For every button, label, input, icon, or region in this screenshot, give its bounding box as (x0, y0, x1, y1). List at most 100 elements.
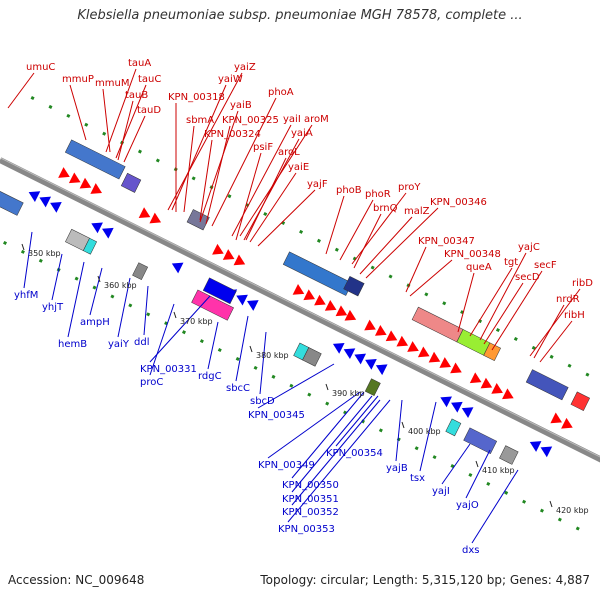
scale-tick-label: 400 kbp (408, 427, 441, 436)
reverse-gene-arrow (39, 196, 52, 208)
scale-tick-label: 410 kbp (482, 466, 515, 475)
gene-label-forward: ribD (572, 278, 593, 289)
gene-label-reverse: proC (140, 377, 163, 388)
gene-label-forward: tauB (125, 90, 148, 101)
forward-gene-arrow (450, 362, 462, 374)
reverse-gene-arrow (102, 227, 114, 239)
gene-label-reverse: yajO (456, 500, 479, 511)
gene-label-reverse: KPN_00350 (282, 480, 339, 491)
gene-label-reverse: yhjT (42, 302, 64, 313)
forward-gene-arrow (417, 346, 430, 358)
forward-gene-block (570, 391, 591, 412)
gene-label-forward: proY (398, 182, 421, 193)
gene-label-forward: psiF (253, 142, 273, 153)
reverse-gene-arrow (50, 201, 62, 213)
gene-label-forward: yaiB (230, 100, 252, 111)
reverse-gene-block (202, 277, 237, 305)
reverse-gene-arrow (440, 396, 452, 408)
gene-label-reverse: yaiY (108, 339, 130, 350)
reverse-gene-arrow (375, 364, 388, 376)
gene-label-forward: aroL (278, 147, 300, 158)
accession-text: Accession: NC_009648 (8, 573, 145, 587)
reverse-gene-arrow (365, 359, 377, 370)
gene-label-forward: nrdR (556, 294, 580, 305)
gene-label-reverse: sbcC (226, 383, 250, 394)
gene-label-reverse: sbcD (250, 396, 275, 407)
gene-label-forward: secF (534, 260, 557, 271)
forward-gene-arrow (212, 243, 224, 255)
genome-info-text: Topology: circular; Length: 5,315,120 bp… (260, 573, 590, 587)
reverse-gene-block (191, 289, 234, 321)
gene-label-forward: yaiE (288, 162, 309, 173)
reverse-gene-arrow (236, 294, 248, 306)
reverse-gene-block (0, 184, 24, 216)
forward-gene-block (525, 369, 569, 401)
forward-gene-arrow (344, 309, 357, 321)
forward-gene-arrow (480, 377, 493, 389)
scale-tick-label: 380 kbp (256, 351, 289, 360)
reverse-gene-arrow (91, 222, 103, 234)
gene-label-reverse: KPN_00331 (140, 364, 197, 375)
forward-gene-arrow (68, 172, 81, 184)
forward-gene-arrow (79, 177, 92, 189)
scale-tick-label: 370 kbp (180, 317, 213, 326)
gene-label-forward: tauA (128, 58, 151, 69)
forward-gene-arrow (292, 283, 305, 295)
gene-label-forward: tauD (137, 105, 161, 116)
forward-gene-arrow (364, 319, 376, 331)
gene-label-forward: phoA (268, 87, 294, 98)
reverse-gene-arrow (247, 300, 259, 311)
reverse-gene-arrow (540, 446, 553, 458)
reverse-gene-block (499, 445, 519, 465)
gene-label-reverse: yajB (386, 463, 408, 474)
forward-gene-arrow (550, 412, 562, 424)
forward-gene-arrow (335, 305, 348, 317)
gene-label-forward: aroM (304, 114, 329, 125)
forward-gene-arrow (396, 335, 409, 347)
gene-label-reverse: KPN_00349 (258, 460, 315, 471)
reverse-gene-arrow (343, 348, 356, 360)
gene-label-reverse: KPN_00351 (282, 494, 339, 505)
forward-gene-arrow (138, 207, 151, 218)
forward-gene-arrow (502, 388, 514, 400)
reverse-gene-arrow (461, 407, 474, 418)
forward-gene-arrow (561, 417, 573, 429)
gene-label-forward: mmuP (62, 74, 94, 85)
reverse-gene-block (302, 347, 322, 367)
gene-label-reverse: yajI (432, 486, 450, 497)
gene-label-reverse: KPN_00353 (278, 524, 335, 535)
gene-label-reverse: rdgC (198, 371, 222, 382)
gene-label-forward: tgt (504, 257, 518, 268)
forward-gene-arrow (491, 383, 503, 394)
forward-gene-arrow (90, 183, 103, 194)
gene-label-forward: yaiI (283, 114, 301, 125)
gene-label-forward: KPN_00324 (204, 129, 261, 140)
gene-label-forward: mmuM (95, 78, 129, 89)
reverse-gene-block (463, 427, 498, 455)
gene-label-forward: yaiA (291, 128, 313, 139)
gene-label-reverse: KPN_00354 (326, 448, 383, 459)
reverse-gene-block (132, 262, 149, 281)
reverse-gene-arrow (28, 191, 41, 202)
reverse-gene-arrow (451, 401, 463, 413)
gene-label-reverse: tsx (410, 473, 425, 484)
gene-label-forward: tauC (138, 74, 161, 85)
reverse-gene-arrow (171, 262, 184, 274)
scale-tick-label: 420 kbp (556, 506, 589, 515)
gene-label-forward: umuC (26, 62, 55, 73)
gene-label-forward: ribH (564, 310, 585, 321)
forward-gene-arrow (222, 249, 235, 260)
gene-label-forward: phoB (336, 185, 362, 196)
gene-label-reverse: dxs (462, 545, 479, 556)
forward-gene-arrow (324, 300, 337, 311)
gene-label-reverse: ddl (134, 337, 149, 348)
forward-gene-arrow (303, 289, 315, 301)
gene-label-forward: KPN_00318 (168, 92, 225, 103)
map-band (0, 96, 600, 539)
backbone (0, 157, 600, 484)
reverse-gene-arrow (529, 441, 542, 452)
reverse-gene-block (364, 378, 381, 397)
forward-gene-arrow (314, 294, 326, 306)
forward-gene-arrow (407, 341, 419, 352)
